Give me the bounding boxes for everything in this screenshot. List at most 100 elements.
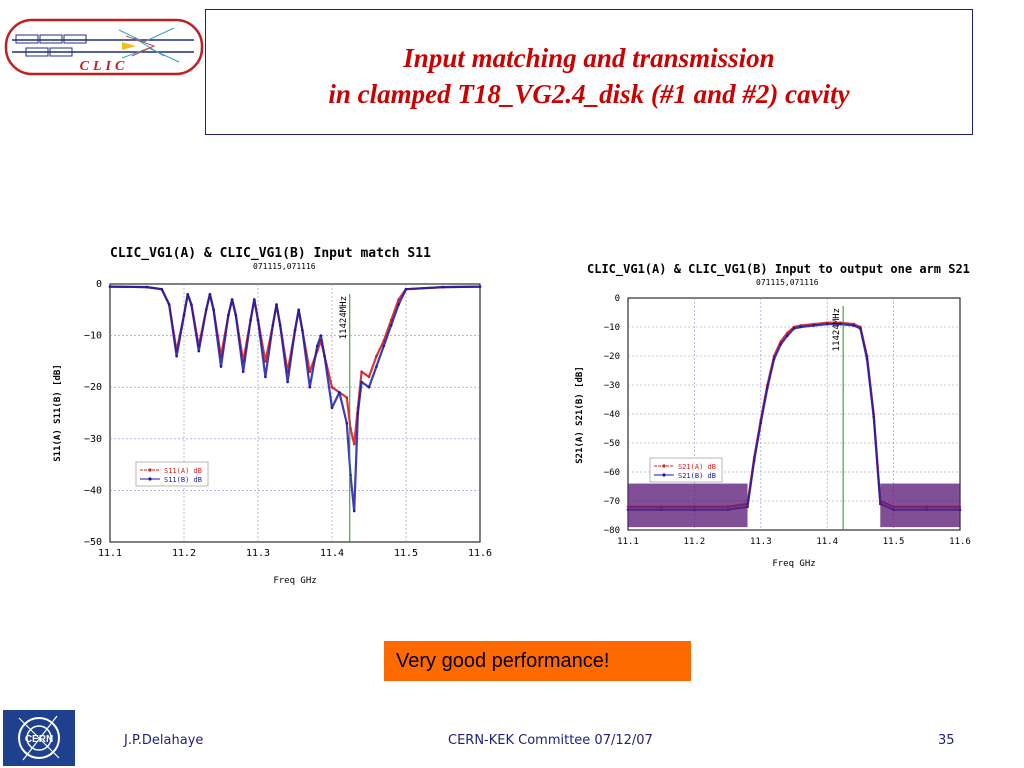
series-point bbox=[345, 422, 349, 425]
y-tick-label: 0 bbox=[615, 294, 620, 304]
series-point bbox=[234, 313, 238, 317]
legend-marker bbox=[662, 464, 666, 468]
x-tick-label: 11.5 bbox=[883, 537, 905, 547]
series-point bbox=[230, 298, 234, 301]
series-point bbox=[264, 375, 267, 379]
series-point bbox=[356, 411, 360, 415]
legend-label: S21(B) dB bbox=[678, 472, 716, 480]
chart-s11-title: CLIC_VG1(A) & CLIC_VG1(B) Input match S1… bbox=[110, 246, 431, 261]
series-point bbox=[382, 344, 386, 348]
legend-box bbox=[135, 461, 209, 487]
y-tick-label: −80 bbox=[604, 526, 620, 536]
y-tick-label: −20 bbox=[84, 382, 102, 393]
chart-s11-ylabel: S11(A) S11(B) [dB] bbox=[53, 364, 63, 462]
clic-logo: CLIC bbox=[4, 18, 204, 76]
y-tick-label: 0 bbox=[96, 279, 102, 290]
series-point bbox=[208, 293, 212, 296]
marker-label: 11424MHz bbox=[832, 308, 842, 351]
series-point bbox=[792, 327, 796, 330]
y-tick-label: −50 bbox=[604, 439, 620, 449]
x-tick-label: 11.3 bbox=[750, 537, 772, 547]
title-line-2: in clamped T18_VG2.4_disk (#1 and #2) ca… bbox=[328, 79, 850, 109]
legend-label: S11(B) dB bbox=[164, 476, 202, 484]
series-point bbox=[323, 354, 326, 358]
series-point bbox=[825, 322, 829, 326]
series-point bbox=[872, 415, 875, 419]
legend-label: S11(A) dB bbox=[164, 467, 202, 475]
series-point bbox=[253, 298, 256, 301]
series-point bbox=[241, 370, 245, 373]
series-point bbox=[297, 308, 300, 312]
y-tick-label: −30 bbox=[84, 434, 102, 445]
x-tick-label: 11.1 bbox=[617, 537, 639, 547]
x-tick-label: 11.4 bbox=[816, 537, 838, 547]
series-point bbox=[404, 287, 408, 291]
series-point bbox=[301, 329, 304, 332]
series-point bbox=[772, 357, 776, 361]
y-tick-label: −40 bbox=[84, 485, 102, 496]
series-point bbox=[839, 322, 842, 326]
y-tick-label: −30 bbox=[604, 381, 620, 391]
series-point bbox=[812, 324, 816, 327]
series-point bbox=[375, 354, 378, 358]
series-point bbox=[227, 313, 230, 317]
series-point bbox=[219, 365, 223, 368]
x-tick-label: 11.6 bbox=[468, 548, 492, 559]
series-point bbox=[779, 343, 782, 346]
legend-marker bbox=[148, 477, 152, 481]
y-tick-label: −60 bbox=[604, 468, 620, 478]
series-point bbox=[345, 396, 349, 399]
chart-s21: CLIC_VG1(A) & CLIC_VG1(B) Input to outpu… bbox=[575, 262, 971, 569]
series-point bbox=[167, 303, 171, 306]
y-tick-label: −10 bbox=[84, 331, 102, 342]
footer-event: CERN-KEK Committee 07/12/07 bbox=[448, 733, 653, 748]
noise-band bbox=[628, 483, 748, 528]
series-point bbox=[397, 303, 400, 306]
series-point bbox=[852, 324, 856, 327]
x-tick-label: 11.1 bbox=[98, 548, 122, 559]
marker-label: 11424MHz bbox=[339, 296, 349, 339]
series-point bbox=[190, 303, 193, 306]
series-point bbox=[766, 386, 769, 390]
x-tick-label: 11.4 bbox=[320, 548, 344, 559]
series-point bbox=[759, 421, 763, 424]
performance-callout: Very good performance! bbox=[384, 641, 691, 681]
chart-s21-subtitle: 071115,071116 bbox=[756, 278, 819, 287]
x-tick-label: 11.2 bbox=[172, 548, 196, 559]
cern-logo-text: CERN bbox=[25, 734, 53, 745]
series-point bbox=[330, 385, 334, 389]
series-point bbox=[441, 285, 445, 289]
series-point bbox=[175, 354, 178, 358]
cern-logo: CERN bbox=[3, 710, 75, 766]
x-tick-label: 11.2 bbox=[684, 537, 706, 547]
series-point bbox=[160, 287, 164, 291]
series-point bbox=[256, 318, 260, 322]
legend-marker bbox=[148, 468, 152, 472]
series-point bbox=[367, 375, 371, 379]
series-point bbox=[799, 325, 802, 329]
series-point bbox=[375, 365, 378, 368]
y-tick-label: −40 bbox=[604, 410, 620, 420]
chart-s11: CLIC_VG1(A) & CLIC_VG1(B) Input match S1… bbox=[53, 246, 492, 586]
series-point bbox=[145, 285, 149, 289]
series-point bbox=[293, 329, 297, 332]
series-point bbox=[786, 334, 789, 337]
series-point bbox=[397, 298, 400, 301]
series-point bbox=[278, 324, 282, 327]
series-point bbox=[367, 385, 371, 389]
series-point bbox=[330, 406, 334, 410]
footer-page-number: 35 bbox=[938, 733, 955, 748]
series-point bbox=[859, 327, 862, 330]
y-tick-label: −50 bbox=[84, 537, 102, 548]
chart-s21-title: CLIC_VG1(A) & CLIC_VG1(B) Input to outpu… bbox=[587, 262, 970, 277]
chart-s21-ylabel: S21(A) S21(B) [dB] bbox=[575, 366, 585, 464]
x-tick-label: 11.3 bbox=[246, 548, 270, 559]
series-point bbox=[286, 380, 289, 384]
series-point bbox=[865, 357, 869, 361]
series-point bbox=[212, 308, 215, 312]
series-point bbox=[275, 303, 278, 306]
x-tick-label: 11.5 bbox=[394, 548, 418, 559]
noise-band bbox=[880, 483, 960, 528]
y-tick-label: −70 bbox=[604, 497, 620, 507]
title-line-1: Input matching and transmission bbox=[403, 43, 775, 73]
